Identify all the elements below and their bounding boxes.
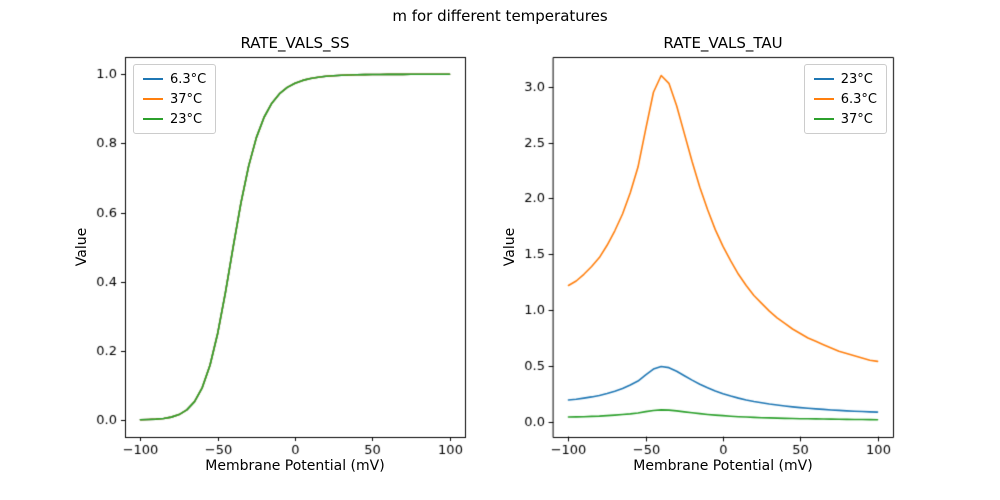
legend-line-swatch: [143, 98, 163, 100]
right-chart-title: RATE_VALS_TAU: [663, 34, 783, 52]
legend-label: 6.3°C: [840, 91, 877, 107]
legend-item: 37°C: [143, 89, 206, 109]
legend-line-swatch: [813, 78, 834, 80]
legend-label: 6.3°C: [170, 71, 207, 87]
left-chart-legend: 6.3°C 37°C 23°C: [133, 64, 217, 134]
figure-title: m for different temperatures: [392, 7, 608, 25]
legend-item: 6.3°C: [143, 69, 206, 89]
legend-line-swatch: [143, 78, 163, 80]
right-chart-legend: 23°C 6.3°C 37°C: [803, 64, 887, 134]
left-chart-title: RATE_VALS_SS: [240, 34, 350, 52]
legend-label: 23°C: [840, 71, 873, 87]
left-chart-ylabel: Value: [74, 227, 90, 267]
legend-line-swatch: [813, 98, 834, 100]
legend-label: 37°C: [170, 91, 203, 107]
legend-item: 23°C: [813, 69, 877, 89]
legend-label: 37°C: [840, 111, 873, 127]
legend-line-swatch: [143, 118, 163, 120]
right-chart-ylabel: Value: [502, 227, 518, 267]
legend-item: 37°C: [813, 109, 877, 129]
legend-item: 23°C: [143, 109, 206, 129]
left-chart-xlabel: Membrane Potential (mV): [205, 458, 385, 474]
legend-item: 6.3°C: [813, 89, 877, 109]
right-chart-xlabel: Membrane Potential (mV): [633, 458, 813, 474]
legend-label: 23°C: [170, 111, 203, 127]
legend-line-swatch: [813, 118, 834, 120]
